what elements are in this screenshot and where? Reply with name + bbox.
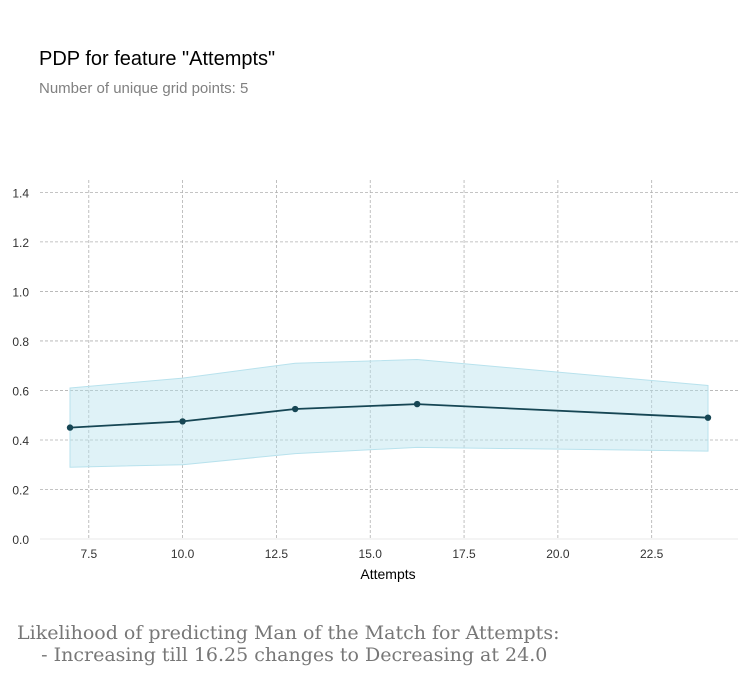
pdp-point — [179, 418, 186, 425]
x-tick-label: 20.0 — [546, 547, 570, 561]
y-tick-label: 0.4 — [12, 434, 29, 448]
pdp-chart: 0.0 0.2 0.4 0.6 0.8 1.0 1.2 1.4 7.5 10.0 12.5 15.0 1… — [12, 180, 738, 582]
pdp-caption: Likelihood of predicting Man of the Matc… — [17, 622, 559, 666]
y-tick-label: 0.8 — [12, 335, 29, 349]
x-tick-label: 22.5 — [640, 547, 664, 561]
pdp-point — [291, 405, 299, 413]
x-tick-label: 7.5 — [80, 547, 97, 561]
grid-lines — [40, 180, 738, 540]
x-axis-label: Attempts — [360, 566, 415, 582]
pdp-point — [66, 424, 74, 431]
chart-subtitle: Number of unique grid points: 5 — [39, 80, 249, 97]
y-tick-label: 0.0 — [12, 533, 29, 547]
x-tick-label: 10.0 — [171, 547, 195, 561]
pdp-point — [704, 414, 712, 421]
y-tick-label: 1.2 — [12, 236, 29, 250]
pdp-point — [413, 400, 421, 408]
y-tick-label: 1.0 — [12, 285, 29, 299]
x-tick-label: 12.5 — [265, 547, 289, 561]
y-tick-label: 0.2 — [12, 483, 29, 497]
x-tick-label: 17.5 — [452, 547, 476, 561]
tick-labels: 0.0 0.2 0.4 0.6 0.8 1.0 1.2 1.4 7.5 10.0 12.5 15.0 1… — [12, 186, 663, 561]
y-tick-label: 0.6 — [12, 384, 29, 398]
pdp-line-layer — [66, 400, 712, 431]
y-tick-label: 1.4 — [12, 186, 29, 200]
caption-line-2: - Increasing till 16.25 changes to Decre… — [17, 644, 548, 666]
caption-line-1: Likelihood of predicting Man of the Matc… — [17, 622, 560, 644]
confidence-band — [69, 358, 709, 468]
x-tick-label: 15.0 — [359, 547, 383, 561]
confidence-band-layer — [69, 358, 709, 468]
chart-title: PDP for feature "Attempts" — [39, 48, 276, 70]
